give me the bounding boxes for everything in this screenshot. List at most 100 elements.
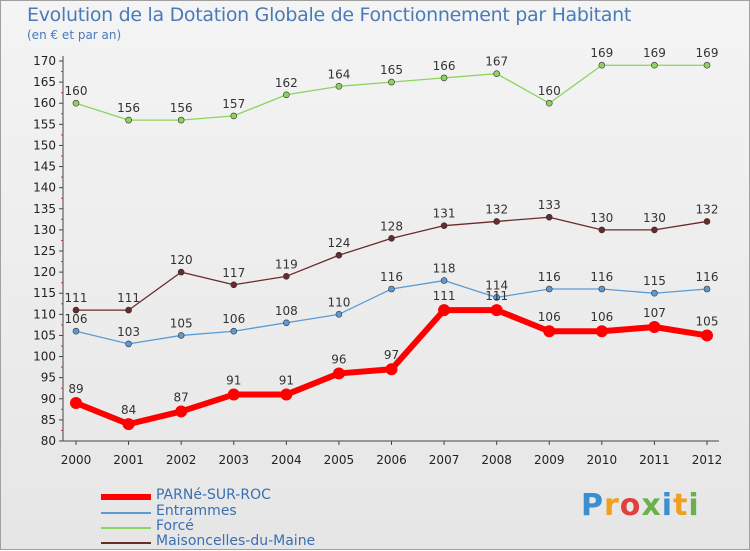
y-tick-label: 120	[33, 265, 56, 279]
data-label: 130	[643, 211, 666, 225]
y-tick-label: 135	[33, 202, 56, 216]
y-tick-label: 80	[41, 434, 56, 448]
data-point	[335, 251, 343, 259]
data-label: 165	[380, 63, 403, 77]
data-label: 89	[68, 382, 83, 396]
data-point	[490, 304, 503, 317]
y-tick-label: 110	[33, 307, 56, 321]
data-label: 87	[174, 390, 189, 404]
data-label: 169	[696, 46, 719, 60]
y-tick-label: 150	[33, 138, 56, 152]
data-point	[72, 327, 80, 335]
y-tick-label: 130	[33, 223, 56, 237]
legend-swatch-parne	[101, 494, 151, 500]
data-label: 160	[538, 84, 561, 98]
y-tick-label: 165	[33, 75, 56, 89]
data-label: 105	[696, 314, 719, 328]
data-point	[177, 116, 185, 124]
y-tick-label: 95	[41, 371, 56, 385]
data-label: 131	[433, 207, 456, 221]
x-tick-label: 2009	[534, 453, 565, 467]
y-tick-label: 145	[33, 160, 56, 174]
data-label: 111	[65, 291, 88, 305]
data-label: 160	[65, 84, 88, 98]
y-tick-label: 85	[41, 413, 56, 427]
y-tick-label: 125	[33, 244, 56, 258]
data-point	[648, 321, 661, 333]
data-label: 116	[380, 270, 403, 284]
data-point	[283, 319, 290, 327]
data-point	[595, 325, 608, 338]
data-label: 106	[538, 310, 561, 324]
data-label: 132	[696, 202, 719, 216]
legend-swatch-force	[101, 527, 151, 529]
data-point	[651, 61, 658, 69]
data-label: 106	[222, 312, 245, 326]
x-tick-label: 2002	[166, 453, 197, 467]
data-point	[177, 268, 185, 276]
legend-label-entrammes: Entrammes	[156, 503, 237, 519]
data-point	[440, 277, 448, 284]
data-label: 118	[433, 262, 456, 276]
y-tick-label: 155	[33, 117, 56, 131]
y-tick-label: 100	[33, 350, 56, 364]
data-point	[230, 327, 238, 335]
data-label: 103	[117, 325, 140, 339]
data-point	[703, 218, 711, 225]
data-point	[388, 78, 395, 86]
data-point	[175, 405, 188, 418]
data-label: 115	[643, 274, 666, 288]
y-tick-label: 170	[33, 54, 56, 68]
data-label: 130	[590, 211, 613, 225]
data-point	[70, 397, 82, 409]
x-tick-label: 2005	[324, 453, 355, 467]
x-tick-label: 2003	[218, 453, 249, 467]
data-label: 110	[327, 295, 350, 309]
chart-subtitle: (en € et par an)	[27, 28, 122, 42]
y-tick-label: 160	[33, 96, 56, 110]
data-label: 166	[433, 59, 456, 73]
data-point	[280, 388, 293, 401]
legend-label-force: Forcé	[156, 518, 194, 534]
data-label: 167	[485, 55, 508, 69]
data-point	[598, 285, 606, 293]
legend-label-parne: PARNé-SUR-ROC	[156, 487, 271, 503]
data-point	[125, 340, 132, 348]
data-point	[283, 91, 290, 99]
x-tick-label: 2011	[639, 453, 670, 467]
data-point	[440, 222, 448, 229]
data-label: 108	[275, 304, 298, 318]
data-point	[335, 311, 343, 318]
x-tick-label: 2007	[429, 453, 460, 467]
data-point	[545, 285, 553, 293]
data-point	[651, 289, 658, 297]
data-point	[703, 61, 711, 69]
data-label: 162	[275, 76, 298, 90]
data-label: 96	[331, 352, 346, 366]
data-label: 111	[485, 289, 508, 303]
legend-label-maisoncelles: Maisoncelles-du-Maine	[156, 533, 316, 549]
data-label: 97	[384, 348, 399, 362]
data-label: 132	[485, 202, 508, 216]
x-tick-label: 2010	[587, 453, 618, 467]
data-point	[440, 74, 448, 82]
x-tick-label: 2008	[481, 453, 512, 467]
data-point	[438, 304, 451, 317]
data-point	[493, 218, 500, 225]
data-point	[703, 285, 711, 293]
data-label: 169	[590, 46, 613, 60]
data-label: 120	[170, 253, 193, 267]
data-point	[388, 285, 395, 293]
data-point	[335, 83, 343, 90]
proxiti-logo: Proxiti	[581, 488, 700, 523]
data-label: 116	[538, 270, 561, 284]
y-tick-label: 90	[41, 392, 56, 406]
data-label: 106	[590, 310, 613, 324]
data-point	[545, 213, 553, 221]
data-point	[388, 235, 395, 242]
data-label: 114	[485, 278, 508, 292]
data-point	[283, 273, 290, 280]
data-point	[545, 99, 553, 107]
data-label: 164	[327, 67, 350, 81]
